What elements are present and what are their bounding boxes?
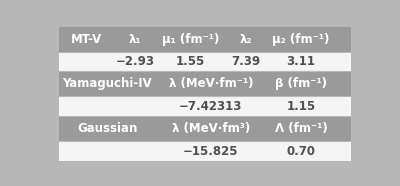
Text: −7.42313: −7.42313 xyxy=(179,100,242,113)
Text: MT-V: MT-V xyxy=(71,33,103,46)
Text: λ₂: λ₂ xyxy=(240,33,252,46)
Bar xyxy=(59,52,351,71)
Text: λ₁: λ₁ xyxy=(129,33,141,46)
Text: 1.55: 1.55 xyxy=(176,55,205,68)
Text: λ (MeV·fm³): λ (MeV·fm³) xyxy=(172,122,250,135)
Text: 7.39: 7.39 xyxy=(231,55,260,68)
Text: μ₂ (fm⁻¹): μ₂ (fm⁻¹) xyxy=(272,33,330,46)
Text: 0.70: 0.70 xyxy=(287,145,316,158)
Bar xyxy=(59,97,351,116)
Text: −15.825: −15.825 xyxy=(183,145,238,158)
Bar xyxy=(59,27,351,52)
Text: λ (MeV·fm⁻¹): λ (MeV·fm⁻¹) xyxy=(168,78,253,91)
Text: −2.93: −2.93 xyxy=(116,55,154,68)
Text: Gaussian: Gaussian xyxy=(77,122,138,135)
Text: β (fm⁻¹): β (fm⁻¹) xyxy=(275,78,327,91)
Bar xyxy=(59,141,351,161)
Text: 1.15: 1.15 xyxy=(286,100,316,113)
Text: 3.11: 3.11 xyxy=(287,55,316,68)
Bar xyxy=(59,71,351,97)
Text: Yamaguchi-IV: Yamaguchi-IV xyxy=(62,78,152,91)
Text: μ₁ (fm⁻¹): μ₁ (fm⁻¹) xyxy=(162,33,219,46)
Bar xyxy=(59,116,351,141)
Text: Λ (fm⁻¹): Λ (fm⁻¹) xyxy=(275,122,328,135)
